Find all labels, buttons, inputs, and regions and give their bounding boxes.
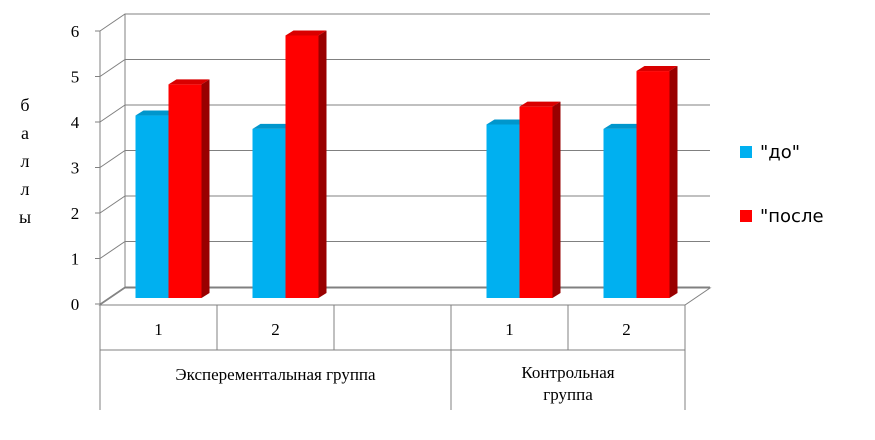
grid-line [99, 104, 710, 123]
bar [603, 128, 637, 298]
x-tick-label: 2 [271, 320, 280, 339]
y-tick-label: 4 [71, 113, 80, 132]
bar [168, 84, 202, 299]
y-tick-label: 3 [71, 159, 80, 178]
bar-top [603, 123, 645, 129]
x-tick-label: 2 [622, 320, 631, 339]
y-axis-label: баллы [15, 95, 35, 235]
bar-side [201, 79, 210, 299]
grid-line [99, 59, 710, 77]
legend-label: "после [760, 206, 824, 227]
y-tick-label: 1 [71, 250, 80, 269]
y-tick-label: 2 [71, 204, 80, 223]
bar-top [168, 79, 210, 85]
bar-side [552, 101, 561, 299]
group-label: Контрольная группа [521, 363, 614, 404]
bar-top [486, 119, 528, 125]
y-tick-label: 5 [71, 68, 80, 87]
bar-top [636, 66, 678, 72]
legend-swatch [740, 146, 752, 158]
bar-top [252, 123, 294, 129]
bar-side [669, 66, 678, 298]
x-tick-label: 1 [154, 320, 163, 339]
bar-top [285, 30, 327, 36]
grid-line [99, 13, 710, 32]
legend-swatch [740, 210, 752, 222]
bar-top [135, 110, 177, 116]
bar [135, 115, 169, 298]
x-tick-label: 1 [505, 320, 514, 339]
bar [636, 71, 670, 298]
legend-label: "до" [760, 142, 800, 163]
bar [252, 128, 286, 298]
bar [519, 106, 553, 299]
bar-side [318, 30, 327, 298]
group-label: Эксперементалыная группа [175, 365, 376, 384]
y-tick-label: 0 [71, 295, 80, 314]
bar [486, 124, 520, 298]
y-tick-label: 6 [71, 22, 80, 41]
bar-top [519, 101, 561, 107]
bar [285, 35, 319, 298]
